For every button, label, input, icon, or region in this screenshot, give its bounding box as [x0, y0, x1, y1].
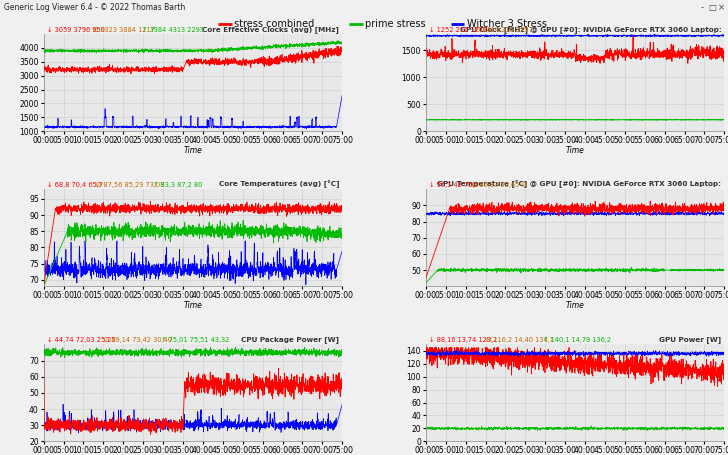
Text: CPU Package Power [W]: CPU Package Power [W] — [241, 337, 339, 344]
Text: Ø 49,14 73,42 30,40: Ø 49,14 73,42 30,40 — [103, 337, 172, 344]
Text: GPU Power [W]: GPU Power [W] — [660, 337, 721, 344]
Text: □: □ — [708, 4, 716, 12]
Text: Core Temperatures (avg) [°C]: Core Temperatures (avg) [°C] — [218, 181, 339, 188]
X-axis label: Time: Time — [183, 147, 202, 155]
Text: Ø 116,2 14,40 134,1: Ø 116,2 14,40 134,1 — [486, 337, 554, 344]
Text: ↓ 44,74 72,03 25,25: ↓ 44,74 72,03 25,25 — [47, 337, 116, 344]
Text: Generic Log Viewer 6.4 - © 2022 Thomas Barth: Generic Log Viewer 6.4 - © 2022 Thomas B… — [4, 4, 185, 12]
Text: prime stress: prime stress — [365, 19, 426, 29]
Text: ↓ 88,16 13,74 129,2: ↓ 88,16 13,74 129,2 — [429, 337, 497, 344]
Text: Ø 1414 210 1797: Ø 1414 210 1797 — [475, 27, 533, 33]
Text: ×: × — [718, 4, 725, 12]
X-axis label: Time: Time — [183, 302, 202, 310]
X-axis label: Time: Time — [566, 147, 585, 155]
Text: ↑ 3984 4313 2293: ↑ 3984 4313 2293 — [142, 27, 204, 33]
Text: ↓ 68,8 70,4 65,7: ↓ 68,8 70,4 65,7 — [47, 182, 103, 188]
Text: GPU Temperature [°C] @ GPU [#0]: NVIDIA GeForce RTX 3060 Laptop:: GPU Temperature [°C] @ GPU [#0]: NVIDIA … — [438, 181, 721, 188]
Text: stress combined: stress combined — [234, 19, 314, 29]
Text: ↓ 56,1 42 75,5: ↓ 56,1 42 75,5 — [429, 182, 478, 188]
Text: Ø 87,56 85,29 73,08: Ø 87,56 85,29 73,08 — [95, 182, 164, 188]
Text: ↑ 140,1 14,79 136,2: ↑ 140,1 14,79 136,2 — [543, 337, 611, 344]
Text: ↑ 93,3 87,2 80: ↑ 93,3 87,2 80 — [153, 182, 202, 188]
Text: ↓ 1252 210 1770: ↓ 1252 210 1770 — [429, 27, 487, 33]
Text: ↑ 75,01 75,51 43,32: ↑ 75,01 75,51 43,32 — [161, 337, 229, 344]
Text: GPU Clock [MHz] @ GPU [#0]: NVIDIA GeForce RTX 3060 Laptop:: GPU Clock [MHz] @ GPU [#0]: NVIDIA GeFor… — [459, 26, 721, 33]
Text: -: - — [701, 4, 704, 12]
Text: Ø 3323 3884 1217: Ø 3323 3884 1217 — [93, 27, 155, 33]
X-axis label: Time: Time — [566, 302, 585, 310]
Text: Witcher 3 Stress: Witcher 3 Stress — [467, 19, 547, 29]
Text: ↓ 3059 3796 950: ↓ 3059 3796 950 — [47, 27, 105, 33]
Text: Ø 86,83 52,65 Ø: Ø 86,83 52,65 Ø — [472, 182, 527, 188]
Text: Core Effective Clocks (avg) [MHz]: Core Effective Clocks (avg) [MHz] — [202, 26, 339, 33]
